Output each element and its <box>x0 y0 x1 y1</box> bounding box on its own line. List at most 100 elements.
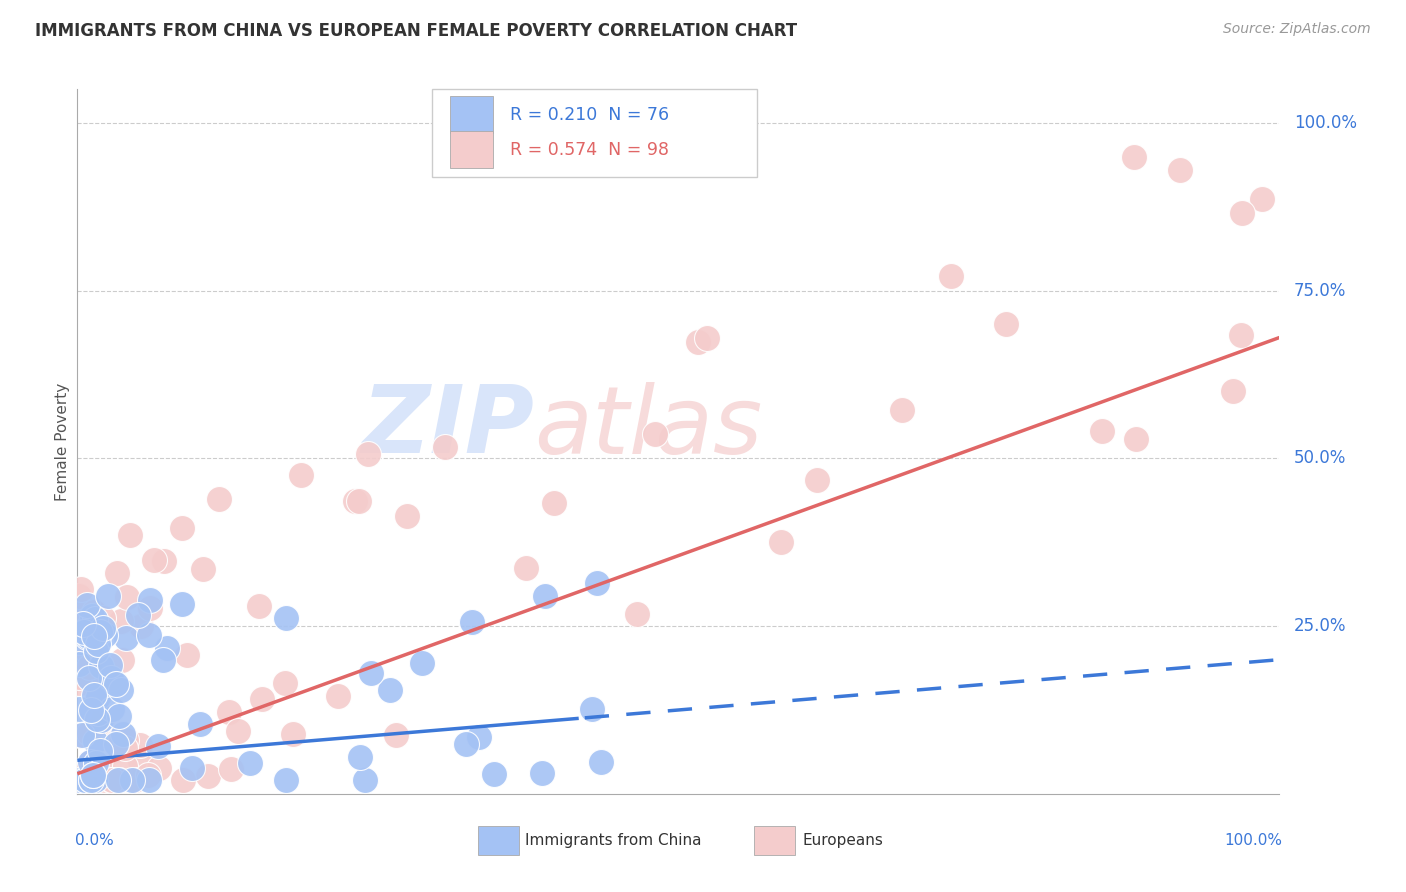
Text: 100.0%: 100.0% <box>1294 114 1357 132</box>
Point <box>349 494 371 508</box>
Point <box>939 268 962 283</box>
Point <box>181 761 204 775</box>
Point <box>80 725 103 739</box>
Point <box>79 773 101 788</box>
Point <box>114 759 136 773</box>
Point <box>77 726 100 740</box>
Point <box>67 676 90 690</box>
Point <box>67 766 90 780</box>
Point <box>107 773 129 788</box>
Point <box>218 705 240 719</box>
Point <box>108 773 131 788</box>
Point <box>686 334 709 349</box>
Point <box>72 616 94 631</box>
Point <box>644 426 666 441</box>
Point <box>84 773 107 788</box>
Point <box>626 607 648 621</box>
Point <box>995 317 1018 331</box>
Point <box>69 773 91 788</box>
Point <box>357 447 380 461</box>
FancyBboxPatch shape <box>432 89 756 178</box>
Point <box>100 773 122 788</box>
Point <box>76 629 98 643</box>
Point <box>80 609 103 624</box>
Point <box>138 628 160 642</box>
Text: Europeans: Europeans <box>803 833 883 848</box>
Point <box>531 766 554 780</box>
Point <box>89 744 111 758</box>
Text: R = 0.210  N = 76: R = 0.210 N = 76 <box>510 105 669 124</box>
Point <box>67 773 90 788</box>
Point <box>69 582 91 596</box>
Point <box>344 493 367 508</box>
Point <box>129 619 152 633</box>
Point <box>121 773 143 788</box>
Point <box>84 756 107 770</box>
Point <box>1125 432 1147 446</box>
Point <box>91 764 114 779</box>
Point <box>191 562 214 576</box>
Point <box>86 637 108 651</box>
Point <box>90 713 112 727</box>
Point <box>467 730 489 744</box>
Point <box>69 773 91 788</box>
Point <box>118 528 141 542</box>
Point <box>73 624 96 639</box>
Text: atlas: atlas <box>534 382 762 473</box>
Point <box>94 628 117 642</box>
Point <box>100 672 122 686</box>
Point <box>82 768 104 782</box>
Text: 25.0%: 25.0% <box>1294 617 1347 635</box>
Point <box>411 657 433 671</box>
Point <box>105 773 128 788</box>
Point <box>153 554 176 568</box>
Point <box>84 630 107 644</box>
Point <box>105 566 128 581</box>
Point <box>152 652 174 666</box>
Point <box>77 672 100 686</box>
Point <box>91 610 114 624</box>
Point <box>172 521 194 535</box>
Point <box>219 762 242 776</box>
Point <box>84 644 107 658</box>
Point <box>534 589 557 603</box>
Point <box>69 728 91 742</box>
Point <box>349 750 371 764</box>
Point <box>67 701 90 715</box>
Point <box>170 597 193 611</box>
Point <box>176 648 198 662</box>
Point <box>80 773 103 788</box>
Point <box>172 773 194 788</box>
Point <box>111 727 134 741</box>
Point <box>86 712 108 726</box>
FancyBboxPatch shape <box>754 826 794 855</box>
Point <box>86 773 108 788</box>
Point <box>515 560 537 574</box>
Point <box>89 715 111 730</box>
FancyBboxPatch shape <box>450 96 494 133</box>
Point <box>129 754 152 768</box>
Point <box>806 473 828 487</box>
Point <box>86 715 108 730</box>
Point <box>76 630 98 644</box>
Point <box>1230 327 1253 342</box>
Point <box>70 728 93 742</box>
Point <box>124 773 146 788</box>
Point <box>434 440 457 454</box>
Point <box>73 773 96 788</box>
Point <box>77 647 100 661</box>
FancyBboxPatch shape <box>478 826 519 855</box>
Point <box>252 692 274 706</box>
Point <box>208 491 231 506</box>
Text: IMMIGRANTS FROM CHINA VS EUROPEAN FEMALE POVERTY CORRELATION CHART: IMMIGRANTS FROM CHINA VS EUROPEAN FEMALE… <box>35 22 797 40</box>
Point <box>114 741 136 756</box>
Point <box>77 659 100 673</box>
Text: ZIP: ZIP <box>361 382 534 474</box>
Point <box>890 403 912 417</box>
Point <box>76 598 98 612</box>
Point <box>79 755 101 769</box>
Point <box>143 553 166 567</box>
Point <box>69 635 91 649</box>
Point <box>82 768 104 782</box>
Point <box>581 701 603 715</box>
